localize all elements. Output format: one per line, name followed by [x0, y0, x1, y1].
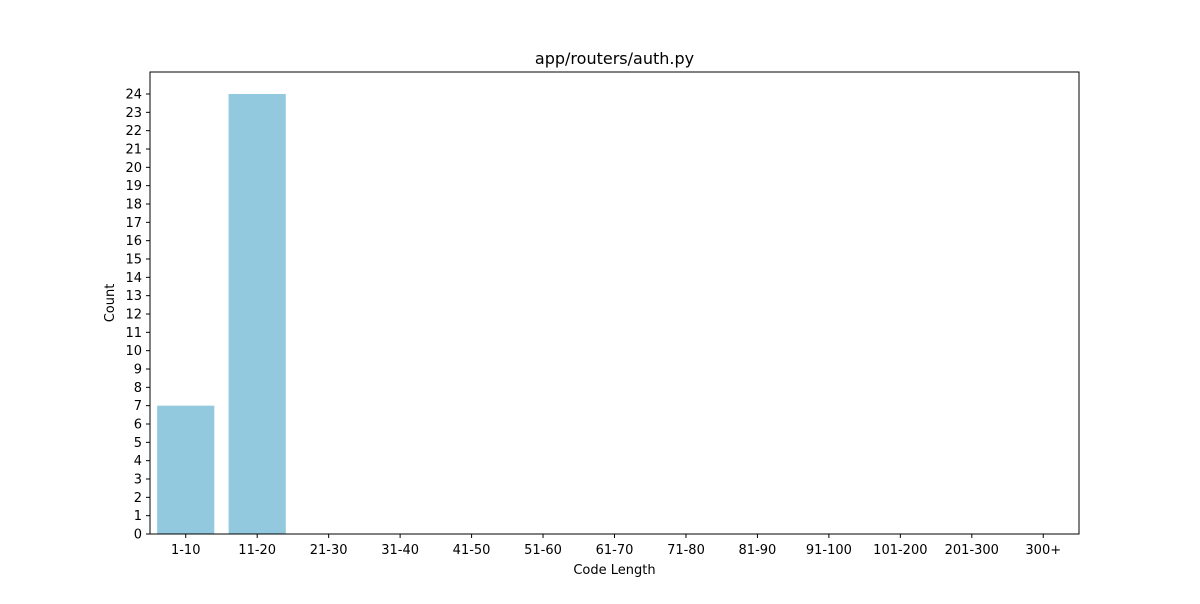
- x-tick-label: 201-300: [945, 543, 999, 558]
- x-tick-label: 91-100: [806, 543, 852, 558]
- bars-layer: [157, 94, 286, 534]
- y-tick-label: 10: [125, 344, 142, 359]
- y-tick-label: 0: [134, 528, 142, 543]
- x-axis-label: Code Length: [573, 563, 655, 578]
- y-tick-label: 7: [134, 399, 142, 414]
- x-tick-label: 41-50: [453, 543, 491, 558]
- y-tick-label: 18: [125, 198, 142, 213]
- y-tick-label: 15: [125, 253, 142, 268]
- x-tick-label: 81-90: [739, 543, 777, 558]
- chart-title: app/routers/auth.py: [535, 49, 694, 68]
- y-tick-label: 13: [125, 289, 142, 304]
- x-tick-label: 51-60: [524, 543, 562, 558]
- x-tick-label: 31-40: [381, 543, 419, 558]
- y-tick-label: 23: [125, 106, 142, 121]
- x-tick-label: 101-200: [873, 543, 927, 558]
- x-tick-label: 71-80: [667, 543, 705, 558]
- y-tick-label: 11: [125, 326, 142, 341]
- y-tick-label: 22: [125, 124, 142, 139]
- x-axis-ticks: 1-10 11-20 21-30 31-40 41-50 51-60 61-70 71-80 8…: [171, 534, 1061, 558]
- y-tick-label: 16: [125, 234, 142, 249]
- y-tick-label: 19: [125, 179, 142, 194]
- x-tick-label: 21-30: [310, 543, 348, 558]
- x-tick-label: 11-20: [238, 543, 276, 558]
- y-tick-label: 24: [125, 88, 142, 103]
- y-tick-label: 12: [125, 308, 142, 323]
- bar-11-20: [228, 94, 286, 534]
- bar-1-10: [157, 405, 215, 534]
- x-tick-label: 61-70: [596, 543, 634, 558]
- x-tick-label: 300+: [1025, 543, 1061, 558]
- y-axis-label: Count: [103, 284, 118, 323]
- y-tick-label: 17: [125, 216, 142, 231]
- y-tick-label: 14: [125, 271, 142, 286]
- y-tick-label: 6: [134, 418, 142, 433]
- y-tick-label: 20: [125, 161, 142, 176]
- y-tick-label: 4: [134, 454, 142, 469]
- y-tick-label: 5: [134, 436, 142, 451]
- y-tick-label: 3: [134, 473, 142, 488]
- y-tick-label: 1: [134, 509, 142, 524]
- x-tick-label: 1-10: [171, 543, 201, 558]
- y-tick-label: 8: [134, 381, 142, 396]
- y-tick-label: 2: [134, 491, 142, 506]
- y-tick-label: 9: [134, 363, 142, 378]
- plot-area-frame: [149, 71, 1080, 535]
- y-tick-label: 21: [125, 143, 142, 158]
